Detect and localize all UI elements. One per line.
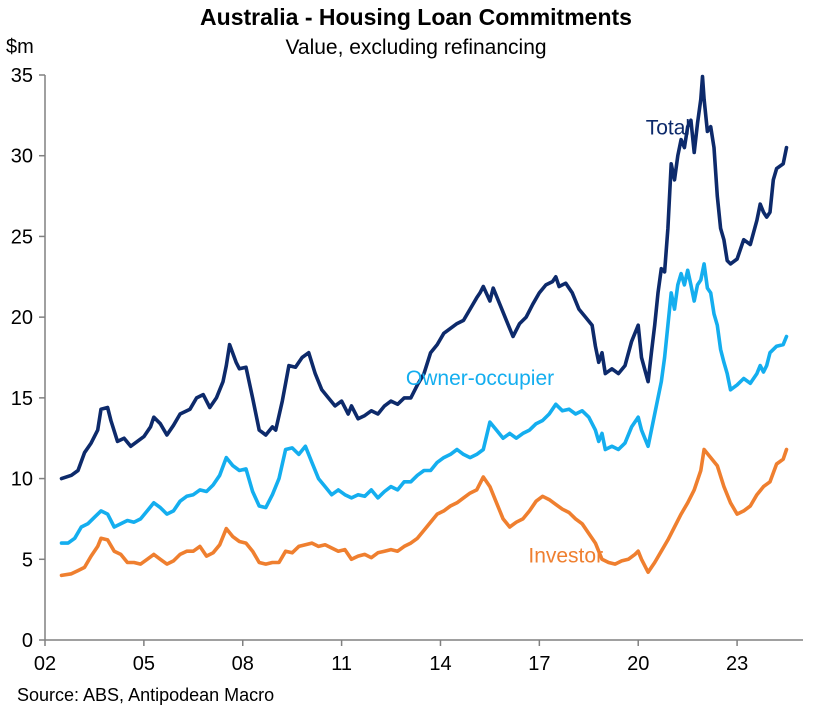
series-line-owner-occupier	[59, 262, 789, 545]
x-tick-label: 14	[429, 653, 451, 675]
series-labels: Total Owner-occupier Investor	[406, 117, 690, 568]
y-tick-label: 10	[11, 469, 33, 491]
source-note: Source: ABS, Antipodean Macro	[17, 685, 275, 705]
x-tick-label: 17	[528, 653, 550, 675]
series-label-owner-occupier: Owner-occupier	[406, 367, 554, 390]
x-tick-label: 23	[726, 653, 748, 675]
y-tick-label: 20	[11, 307, 33, 329]
series-line-total	[59, 74, 789, 481]
y-tick-label: 30	[11, 146, 33, 168]
chart-subtitle: Value, excluding refinancing	[285, 36, 547, 59]
y-tick-label: 35	[11, 65, 33, 87]
x-tick-label: 05	[133, 653, 155, 675]
x-tick-label: 08	[232, 653, 254, 675]
x-tick-label: 20	[627, 653, 649, 675]
series-label-investor: Investor	[528, 545, 603, 568]
y-tick-label: 5	[22, 549, 33, 571]
y-axis-unit-label: $m	[6, 36, 34, 58]
series-line-investor	[59, 447, 789, 578]
chart-series	[59, 74, 789, 578]
x-tick-label: 02	[34, 653, 56, 675]
series-label-total: Total	[646, 117, 690, 140]
y-tick-label: 15	[11, 388, 33, 410]
chart-title: Australia - Housing Loan Commitments	[200, 4, 632, 30]
y-tick-label: 25	[11, 226, 33, 248]
x-tick-label: 11	[331, 653, 352, 675]
y-tick-label: 0	[22, 630, 33, 652]
